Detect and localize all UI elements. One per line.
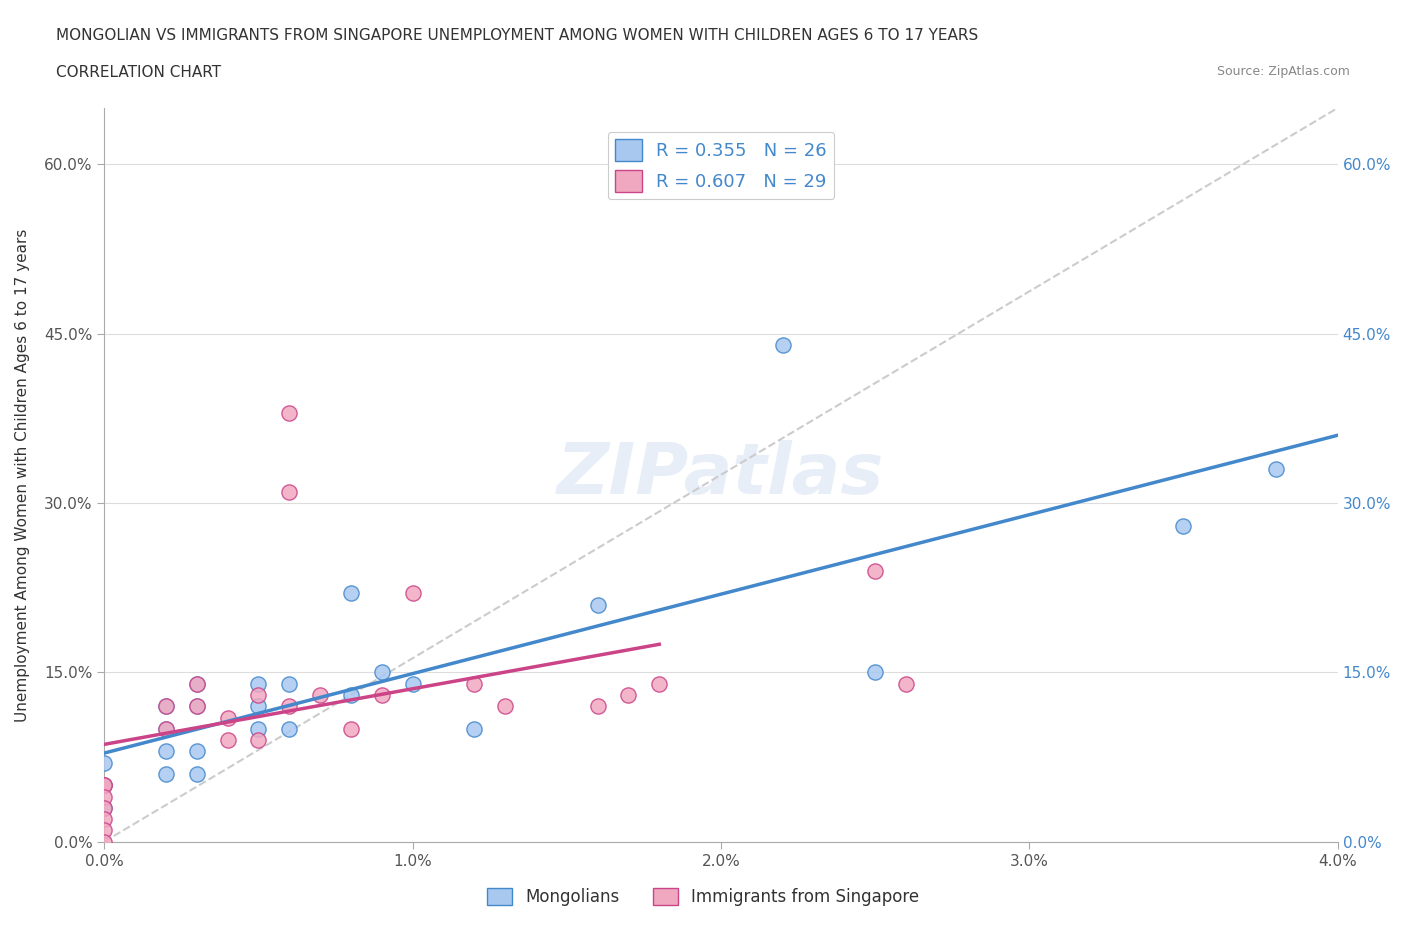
Point [186, 698, 208, 713]
Point [93, 777, 115, 792]
Point [648, 676, 671, 691]
Point [247, 676, 270, 691]
Point [93, 777, 115, 792]
Text: Source: ZipAtlas.com: Source: ZipAtlas.com [1216, 65, 1350, 78]
Point [586, 597, 609, 612]
Point [217, 711, 239, 725]
Point [494, 698, 516, 713]
Point [894, 676, 917, 691]
Point [155, 744, 177, 759]
Point [278, 722, 301, 737]
Point [1265, 462, 1288, 477]
Point [155, 722, 177, 737]
Point [278, 698, 301, 713]
Point [247, 687, 270, 702]
Point [93, 755, 115, 770]
Point [247, 698, 270, 713]
Point [155, 698, 177, 713]
Point [93, 801, 115, 816]
Point [401, 586, 423, 601]
Point [93, 777, 115, 792]
Legend: R = 0.355   N = 26, R = 0.607   N = 29: R = 0.355 N = 26, R = 0.607 N = 29 [607, 132, 834, 199]
Point [217, 733, 239, 748]
Point [340, 722, 363, 737]
Point [155, 766, 177, 781]
Point [186, 698, 208, 713]
Point [93, 823, 115, 838]
Point [586, 698, 609, 713]
Point [340, 687, 363, 702]
Point [247, 722, 270, 737]
Point [370, 687, 392, 702]
Point [617, 687, 640, 702]
Point [863, 564, 886, 578]
Point [278, 676, 301, 691]
Point [93, 789, 115, 804]
Point [155, 698, 177, 713]
Point [278, 405, 301, 420]
Point [247, 733, 270, 748]
Point [186, 676, 208, 691]
Point [772, 338, 794, 352]
Text: MONGOLIAN VS IMMIGRANTS FROM SINGAPORE UNEMPLOYMENT AMONG WOMEN WITH CHILDREN AG: MONGOLIAN VS IMMIGRANTS FROM SINGAPORE U… [56, 28, 979, 43]
Point [863, 665, 886, 680]
Point [370, 665, 392, 680]
Point [93, 834, 115, 849]
Point [463, 676, 485, 691]
Legend: Mongolians, Immigrants from Singapore: Mongolians, Immigrants from Singapore [479, 881, 927, 912]
Point [186, 744, 208, 759]
Point [93, 801, 115, 816]
Point [93, 812, 115, 827]
Point [463, 722, 485, 737]
Point [309, 687, 332, 702]
Point [278, 485, 301, 499]
Text: CORRELATION CHART: CORRELATION CHART [56, 65, 221, 80]
Point [1173, 518, 1195, 533]
Point [401, 676, 423, 691]
Point [340, 586, 363, 601]
Y-axis label: Unemployment Among Women with Children Ages 6 to 17 years: Unemployment Among Women with Children A… [15, 228, 30, 722]
Text: ZIPatlas: ZIPatlas [557, 440, 884, 510]
Point [155, 722, 177, 737]
Point [186, 676, 208, 691]
Point [186, 766, 208, 781]
